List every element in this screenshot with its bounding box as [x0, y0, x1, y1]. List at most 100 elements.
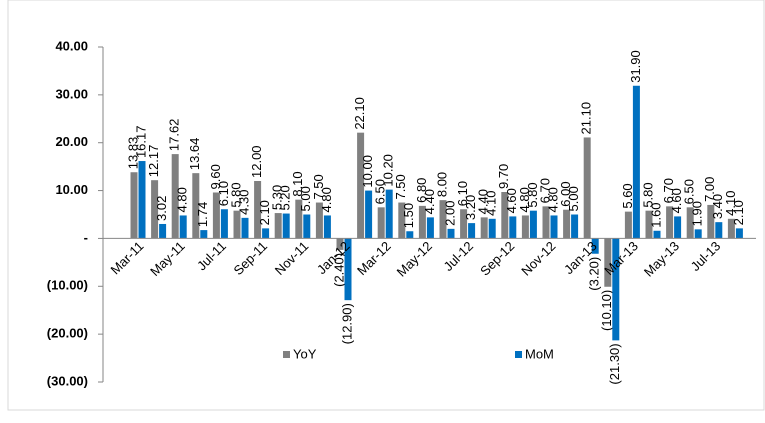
bar: [212, 192, 220, 239]
data-label: 4.60: [504, 188, 519, 213]
bar: [439, 200, 447, 239]
data-label: 5.30: [270, 185, 285, 210]
data-label: 6.50: [373, 179, 388, 204]
data-label: 2.10: [731, 200, 746, 225]
x-tick-label: Mar-12: [354, 238, 394, 278]
data-label: 10.00: [360, 155, 375, 188]
bar: [130, 172, 138, 239]
data-label: 6.70: [661, 178, 676, 203]
bar: [529, 210, 537, 239]
data-label: 16.17: [133, 125, 148, 158]
x-tick-label: Nov-11: [272, 238, 312, 278]
x-tick-label: May-11: [147, 238, 188, 279]
y-tick-label: 20.00: [55, 134, 88, 149]
bar: [632, 85, 640, 239]
data-label: 12.00: [249, 145, 264, 178]
bar: [583, 137, 591, 239]
bar: [315, 202, 323, 239]
bar: [336, 238, 344, 250]
y-tick-label: (10.00): [47, 278, 88, 293]
data-label: (10.10): [599, 290, 614, 331]
data-label: 4.80: [175, 187, 190, 212]
bar: [645, 210, 653, 239]
bar: [707, 204, 715, 239]
data-label: 4.30: [236, 190, 251, 215]
bar: [344, 238, 352, 301]
data-label: 4.80: [545, 187, 560, 212]
bar: [563, 209, 571, 239]
bar: [715, 222, 723, 239]
y-tick-label: 30.00: [55, 86, 88, 101]
bar: [233, 210, 241, 239]
data-label: (12.90): [339, 303, 354, 344]
bar: [282, 213, 290, 239]
data-label: 7.00: [702, 177, 717, 202]
bar: [179, 215, 187, 239]
data-label: 4.60: [669, 188, 684, 213]
bar: [666, 206, 674, 239]
bar: [694, 229, 702, 239]
data-label: 5.60: [620, 183, 635, 208]
data-label: 6.00: [558, 181, 573, 206]
bar: [686, 207, 694, 239]
bar: [571, 214, 579, 239]
data-label: 5.00: [566, 186, 581, 211]
bar: [653, 230, 661, 239]
bar: [735, 228, 743, 239]
bar: [295, 199, 303, 239]
bar: [604, 238, 612, 287]
x-tick-label: Mar-11: [108, 238, 147, 277]
bar: [377, 207, 385, 239]
bar: [674, 216, 682, 239]
bar: [418, 205, 426, 239]
data-label: 6.10: [455, 181, 470, 206]
bar: [612, 238, 620, 341]
data-label: 9.70: [496, 164, 511, 189]
data-label: 5.80: [228, 182, 243, 207]
x-tick-label: May-12: [394, 238, 435, 279]
chart-border: [7, 0, 765, 411]
data-label: 1.50: [401, 203, 416, 228]
bar: [398, 202, 406, 239]
data-label: 3.20: [463, 195, 478, 220]
bar: [323, 215, 331, 239]
y-tick-label: 10.00: [55, 182, 88, 197]
data-label: 2.10: [257, 200, 272, 225]
data-label: 5.80: [525, 182, 540, 207]
x-tick-label: May-13: [641, 238, 682, 279]
y-tick-label: (30.00): [47, 373, 88, 388]
bar: [591, 238, 599, 254]
bar: [406, 231, 414, 239]
bar: [385, 189, 393, 239]
legend-swatch: [283, 351, 290, 358]
x-tick-label: Jul-11: [194, 238, 229, 273]
data-label: 1.60: [648, 202, 663, 227]
data-label: 22.10: [352, 97, 367, 130]
data-label: (2.40): [331, 253, 346, 287]
bar: [727, 218, 735, 239]
data-label: 5.20: [278, 185, 293, 210]
bar: [151, 180, 159, 239]
bar: [426, 217, 434, 239]
bar: [357, 132, 365, 239]
data-label: 13.83: [125, 137, 140, 170]
data-label: 10.20: [381, 154, 396, 187]
bar: [262, 228, 270, 239]
bar: [447, 228, 455, 239]
data-label: 1.90: [690, 201, 705, 226]
x-tick-label: Jul-13: [688, 238, 724, 274]
data-label: 13.64: [187, 138, 202, 171]
bar: [254, 181, 262, 239]
data-label: 4.80: [319, 187, 334, 212]
data-label: 12.17: [146, 145, 161, 178]
x-tick-label: Nov-12: [518, 238, 558, 278]
legend-label: YoY: [293, 346, 317, 361]
x-tick-label: Sep-12: [477, 238, 517, 278]
bar: [624, 211, 632, 239]
y-tick-label: -: [84, 230, 88, 245]
bar: [159, 223, 167, 239]
data-label: 7.50: [311, 174, 326, 199]
data-label: 6.10: [216, 181, 231, 206]
data-label: 17.62: [167, 119, 182, 152]
